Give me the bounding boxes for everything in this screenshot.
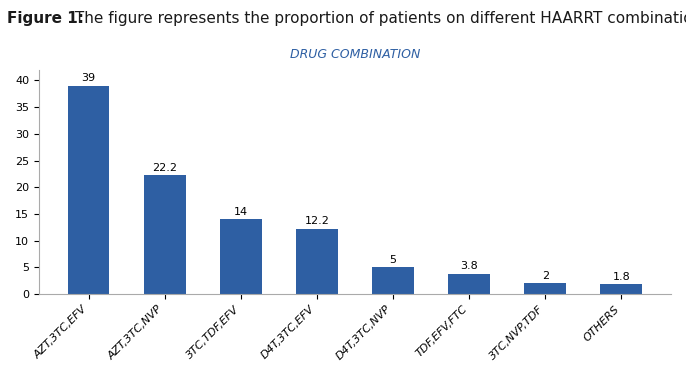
Text: DRUG COMBINATION: DRUG COMBINATION [289,48,420,61]
Text: Figure 1:: Figure 1: [7,11,84,26]
Text: 1.8: 1.8 [613,272,630,282]
Text: 5: 5 [390,254,397,265]
Bar [220,219,261,294]
Text: 14: 14 [234,207,248,216]
Text: The figure represents the proportion of patients on different HAARRT combination: The figure represents the proportion of … [70,11,686,26]
Bar [448,274,490,294]
Bar [600,284,642,294]
Text: 39: 39 [82,73,95,83]
Bar [296,229,338,294]
Text: 12.2: 12.2 [305,216,329,226]
Text: 3.8: 3.8 [460,261,478,271]
Text: 22.2: 22.2 [152,163,177,173]
Bar [68,86,110,294]
Bar [372,267,414,294]
Bar [524,283,566,294]
Text: 2: 2 [542,271,549,280]
Bar [143,175,185,294]
